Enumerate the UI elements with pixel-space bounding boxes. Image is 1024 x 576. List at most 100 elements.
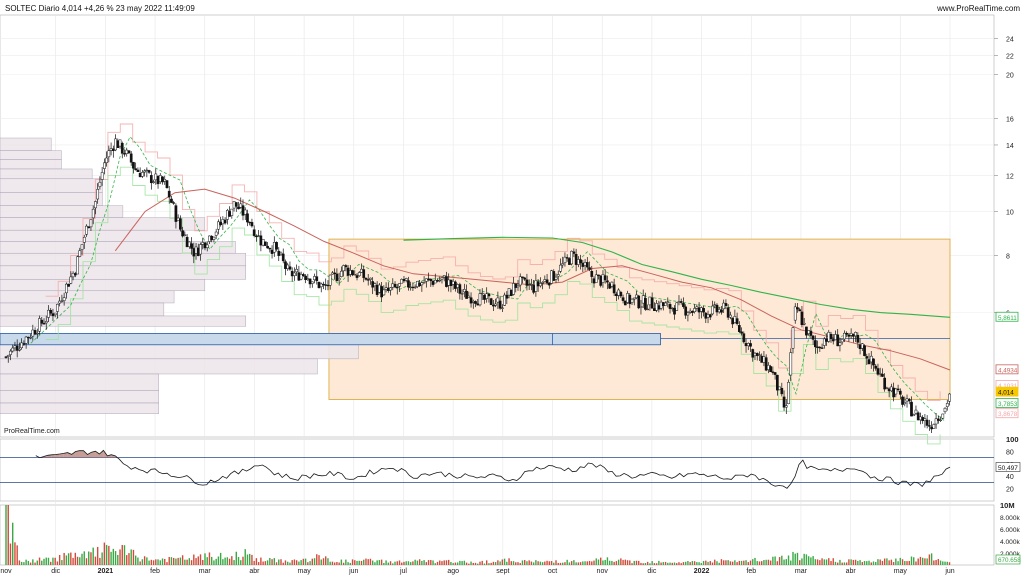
candle-down xyxy=(487,293,491,297)
volume-bar xyxy=(528,560,530,565)
candle-up xyxy=(313,276,316,281)
candle-down xyxy=(427,278,430,280)
volume-profile-bar xyxy=(0,358,318,375)
candle-down xyxy=(362,269,366,278)
volume-bar xyxy=(843,562,846,565)
candle-up xyxy=(60,300,64,302)
volume-bar xyxy=(447,559,450,565)
candle-down xyxy=(536,281,540,287)
volume-bar xyxy=(27,560,30,565)
volume-tick-label: 2.000k xyxy=(1000,551,1021,558)
candle-down xyxy=(445,276,448,287)
candle-up xyxy=(885,387,889,389)
volume-profile-bar xyxy=(0,279,206,292)
volume-bar xyxy=(481,560,483,565)
volume-bar xyxy=(385,560,387,565)
candle-up xyxy=(94,201,97,209)
candle-down xyxy=(755,353,759,356)
candle-up xyxy=(706,314,710,318)
volume-bar xyxy=(202,559,204,565)
volume-bar xyxy=(908,560,910,565)
volume-profile-bar xyxy=(0,302,165,317)
candle-up xyxy=(47,309,50,318)
candle-down xyxy=(829,333,833,340)
poc-rectangle xyxy=(0,333,661,346)
volume-bar xyxy=(374,562,376,565)
volume-bar xyxy=(143,556,146,565)
volume-bar xyxy=(913,557,915,565)
volume-bar xyxy=(403,561,405,565)
candle-down xyxy=(120,142,124,154)
candle-down xyxy=(615,293,618,297)
candle-down xyxy=(552,271,556,281)
price-label-box xyxy=(995,398,1019,408)
volume-bar xyxy=(139,561,141,565)
x-tick-label: jun xyxy=(944,568,954,575)
price-label-text: 4,4934 xyxy=(998,367,1018,374)
candle-down xyxy=(603,275,607,281)
candle-up xyxy=(98,182,102,187)
volume-bar xyxy=(83,551,85,565)
candle-up xyxy=(787,382,790,404)
candle-down xyxy=(196,247,200,257)
candle-up xyxy=(601,274,605,283)
candle-down xyxy=(498,300,502,309)
volume-bar xyxy=(763,560,765,565)
y-tick-label: 16 xyxy=(1006,117,1014,124)
volume-bar xyxy=(550,561,553,565)
x-tick-label: nov xyxy=(0,568,12,575)
volume-bar xyxy=(785,559,787,565)
candle-up xyxy=(948,393,951,402)
candle-up xyxy=(516,285,520,288)
candle-up xyxy=(391,283,395,288)
volume-profile-bar xyxy=(0,159,62,170)
candle-up xyxy=(82,236,86,243)
volume-bar xyxy=(559,562,562,565)
volume-bar xyxy=(380,559,383,565)
candle-down xyxy=(597,274,600,276)
volume-bar xyxy=(251,554,253,565)
candle-down xyxy=(619,291,623,297)
candle-up xyxy=(789,352,793,376)
volume-bar xyxy=(29,562,32,565)
volume-bar xyxy=(680,563,682,565)
candle-up xyxy=(420,282,424,286)
volume-bar xyxy=(606,557,609,565)
candle-down xyxy=(657,305,661,310)
candle-up xyxy=(630,298,634,303)
volume-bar xyxy=(421,560,423,565)
candle-up xyxy=(230,208,234,216)
rsi-last-box xyxy=(995,462,1021,472)
candle-down xyxy=(395,286,399,289)
x-tick-label: jul xyxy=(399,568,407,575)
candle-up xyxy=(822,338,826,346)
volume-bar xyxy=(409,562,412,565)
candle-up xyxy=(85,225,88,235)
candle-down xyxy=(147,170,151,173)
candle-up xyxy=(693,308,696,313)
volume-bar xyxy=(756,561,758,565)
volume-bar xyxy=(631,563,633,565)
candle-up xyxy=(617,289,620,296)
candle-down xyxy=(568,258,571,265)
volume-bar xyxy=(246,554,249,565)
candle-up xyxy=(559,264,562,272)
candle-up xyxy=(793,306,797,321)
rsi-last-value: 50,497 xyxy=(998,465,1018,472)
volume-bar xyxy=(291,560,293,565)
candle-down xyxy=(775,374,779,391)
candle-down xyxy=(704,312,708,319)
rsi-tick-label: 40 xyxy=(1006,474,1014,481)
volume-bar xyxy=(157,559,159,565)
candle-down xyxy=(386,287,390,291)
volume-bar xyxy=(253,560,255,565)
candle-down xyxy=(820,347,824,349)
volume-bar xyxy=(329,561,331,565)
volume-bar xyxy=(186,559,188,565)
volume-bar xyxy=(150,559,153,565)
volume-bar xyxy=(906,561,908,565)
volume-bar xyxy=(638,560,640,565)
candle-up xyxy=(570,250,574,265)
volume-bar xyxy=(801,558,803,565)
volume-bar xyxy=(868,560,870,565)
